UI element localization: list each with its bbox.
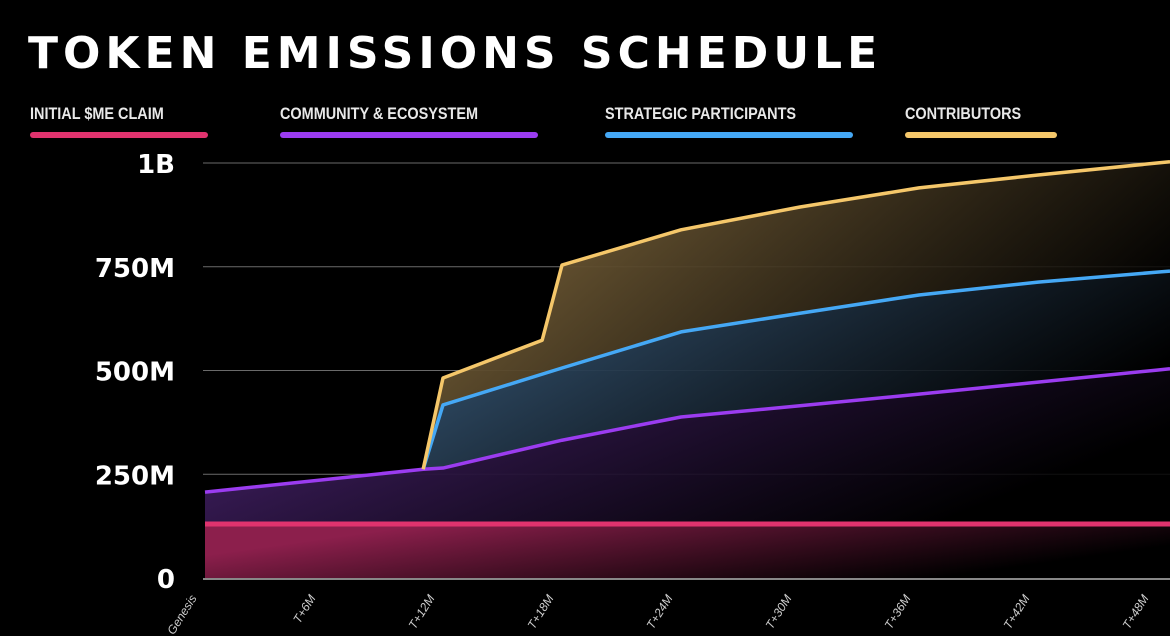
- legend-label: INITIAL $ME CLAIM: [30, 104, 164, 123]
- x-tick-label: T+48M: [1120, 592, 1152, 631]
- y-tick-label: 250M: [95, 461, 175, 491]
- legend-item: STRATEGIC PARTICIPANTS: [605, 104, 853, 138]
- legend-label: CONTRIBUTORS: [905, 104, 1022, 123]
- y-tick-label: 500M: [95, 358, 175, 388]
- series-line: [421, 269, 1170, 470]
- y-tick-label: 1B: [137, 150, 175, 180]
- x-tick-label: T+24M: [644, 592, 676, 631]
- legend-item: CONTRIBUTORS: [905, 104, 1057, 138]
- chart-title: TOKEN EMISSIONS SCHEDULE: [28, 28, 883, 79]
- legend-item: COMMUNITY & ECOSYSTEM: [280, 104, 538, 138]
- legend-swatch: [905, 132, 1057, 138]
- area-1: [205, 368, 1170, 525]
- x-tick-label: T+36M: [882, 592, 914, 631]
- legend-swatch: [280, 132, 538, 138]
- legend-label: STRATEGIC PARTICIPANTS: [605, 104, 797, 123]
- legend-item: INITIAL $ME CLAIM: [30, 104, 208, 138]
- series-line: [421, 159, 1170, 470]
- x-tick-label: T+18M: [525, 592, 557, 631]
- area-3: [205, 161, 1170, 493]
- legend-swatch: [605, 132, 853, 138]
- x-tick-label: Genesis: [164, 592, 199, 636]
- x-tick-label: T+6M: [290, 592, 318, 626]
- area-2: [205, 271, 1170, 493]
- x-tick-label: T+30M: [763, 592, 795, 631]
- y-tick-label: 750M: [95, 254, 175, 284]
- legend-swatch: [30, 132, 208, 138]
- area-0: [205, 524, 1170, 578]
- x-tick-label: T+12M: [406, 592, 438, 631]
- series-line: [204, 367, 1170, 494]
- x-tick-label: T+42M: [1001, 592, 1033, 631]
- legend-label: COMMUNITY & ECOSYSTEM: [280, 104, 479, 123]
- y-tick-label: 0: [157, 565, 175, 595]
